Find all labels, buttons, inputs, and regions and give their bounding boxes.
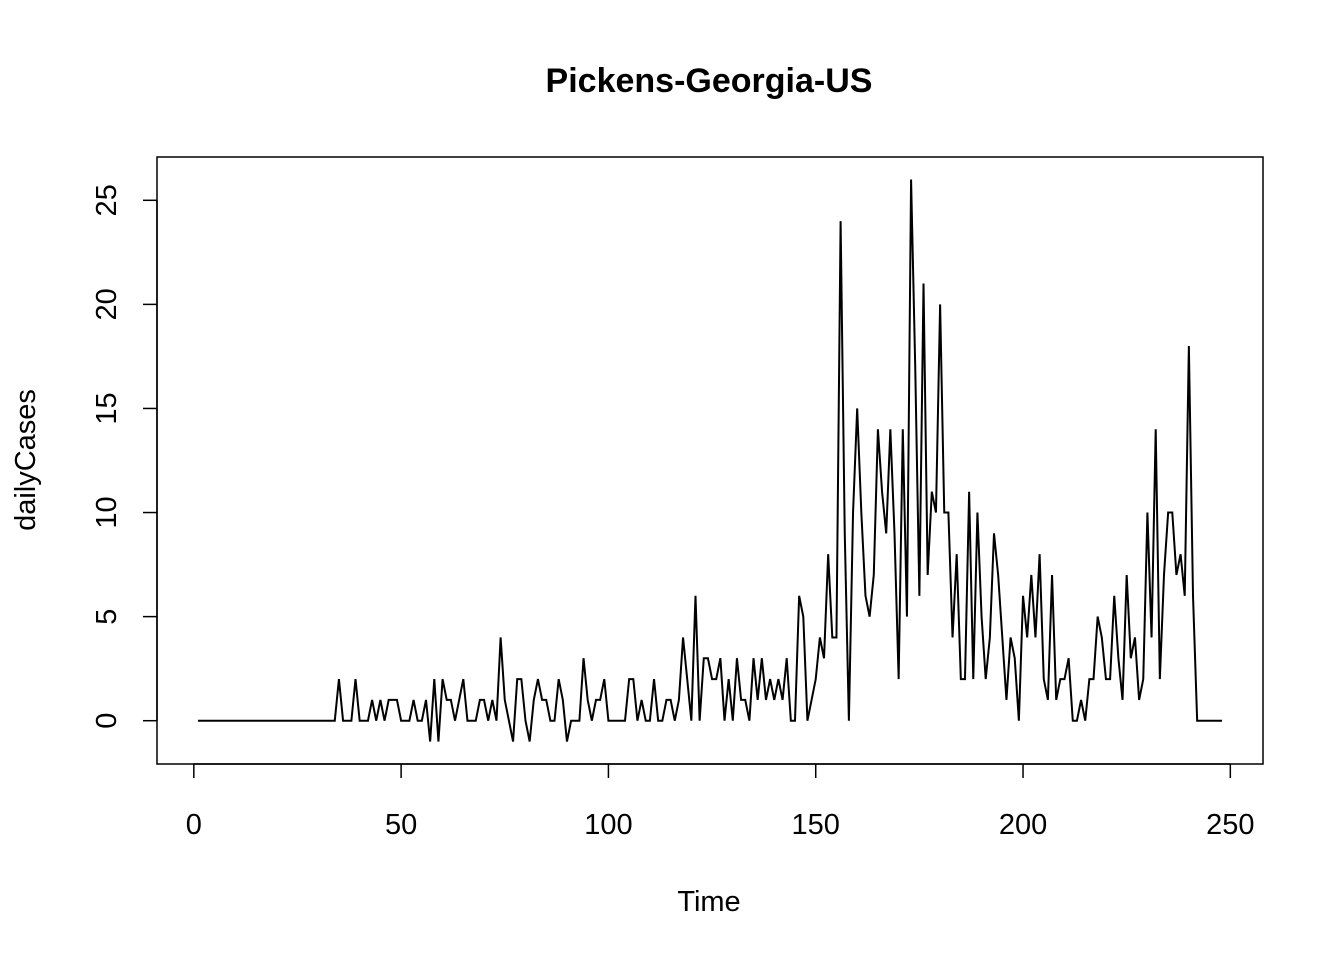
x-tick-label: 50: [385, 809, 417, 841]
y-tick-label: 5: [91, 609, 123, 625]
x-tick-label: 0: [186, 809, 202, 841]
x-tick-label: 150: [792, 809, 840, 841]
x-tick-label: 200: [999, 809, 1047, 841]
x-axis: 0 50 100 150 200 250: [186, 763, 1255, 841]
x-tick-label: 100: [584, 809, 632, 841]
y-tick-label: 20: [91, 288, 123, 320]
y-tick-label: 25: [91, 184, 123, 216]
x-axis-label: Time: [677, 886, 740, 918]
series-line-daily-cases: [197, 179, 1223, 742]
y-tick-label: 0: [91, 713, 123, 729]
y-tick-label: 10: [91, 496, 123, 528]
y-tick-label: 15: [91, 392, 123, 424]
y-axis: 0 5 10 15 20 25: [91, 184, 158, 729]
chart-title: Pickens-Georgia-US: [546, 62, 873, 100]
x-tick-label: 250: [1206, 809, 1254, 841]
y-axis-label: dailyCases: [10, 389, 42, 531]
data-points: [198, 179, 1222, 741]
